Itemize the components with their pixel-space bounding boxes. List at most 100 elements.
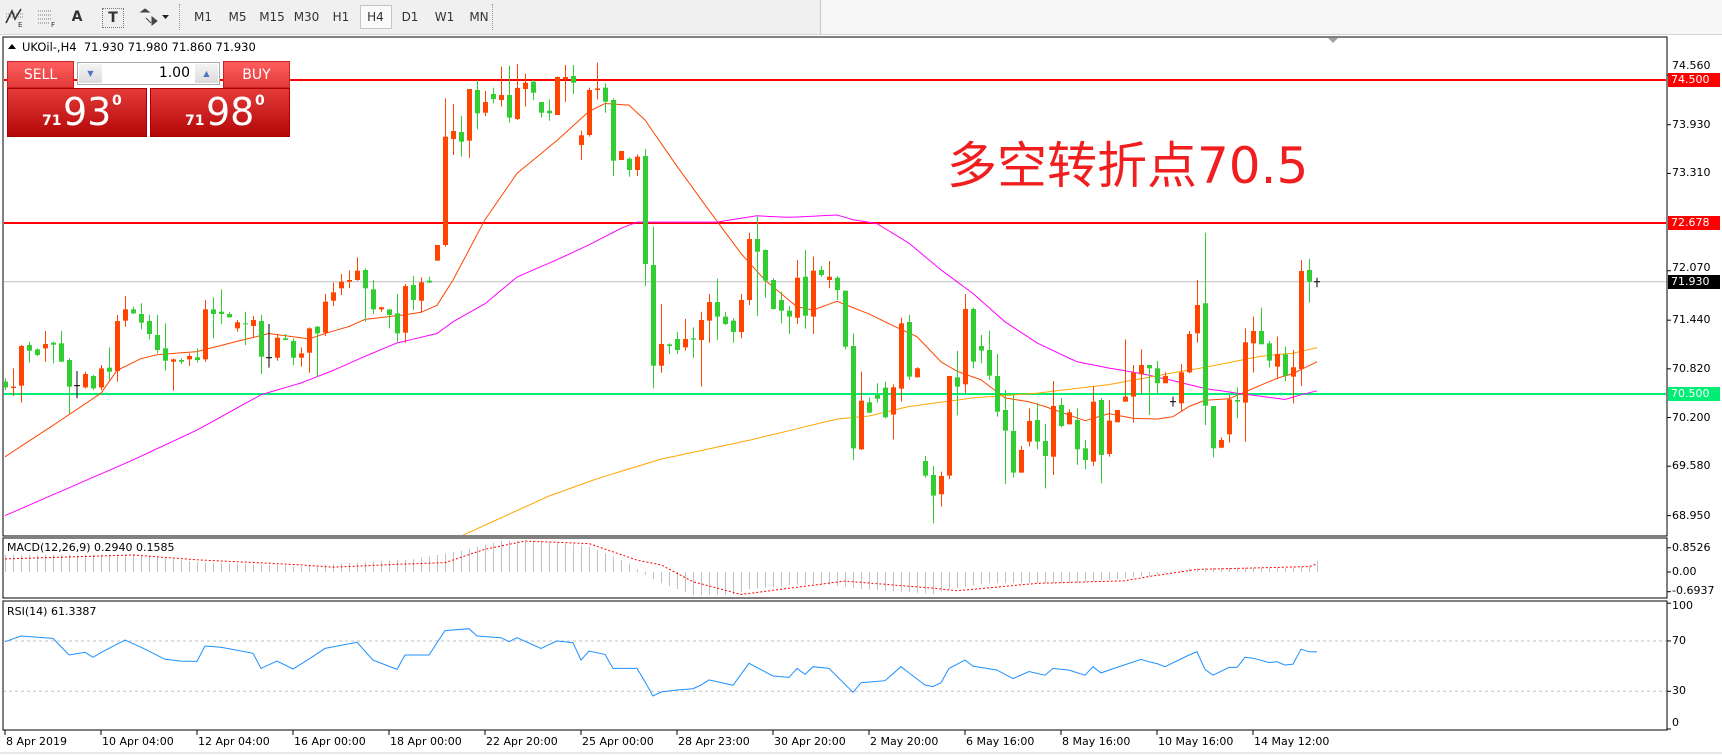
chevron-up-icon: ▲ (203, 69, 210, 78)
candle (1043, 423, 1048, 489)
lot-size-stepper[interactable]: ▼ 1.00 ▲ (77, 62, 220, 85)
candle (123, 296, 128, 327)
timeframe-d1-button[interactable]: D1 (401, 10, 419, 24)
candle-body (835, 277, 840, 291)
sell-price-main: 93 (63, 90, 112, 134)
candle-body (747, 239, 752, 301)
candle (1003, 389, 1008, 485)
text-label-icon[interactable]: T (102, 8, 124, 28)
timeframe-m15-button[interactable]: M15 (259, 10, 285, 24)
collapse-triangle-icon[interactable] (8, 44, 16, 49)
resistance-price-label: 74.500 (1668, 72, 1720, 87)
timeframe-m5-button[interactable]: M5 (228, 10, 247, 24)
buy-button[interactable]: BUY (223, 61, 290, 88)
sell-button[interactable]: SELL (7, 61, 74, 88)
candle-body (451, 130, 456, 140)
rsi-line (4, 628, 1318, 697)
timeframe-m30-button[interactable]: M30 (293, 10, 320, 24)
timeframe-h4-button[interactable]: H4 (359, 5, 392, 29)
candle (755, 216, 760, 317)
fibonacci-fan-icon[interactable]: F (36, 4, 58, 30)
sell-price-button[interactable]: 71 93 0 (7, 88, 147, 137)
candle (467, 89, 472, 158)
candle (803, 250, 808, 329)
candle (83, 371, 88, 389)
candle (987, 330, 992, 380)
chart-shift-marker[interactable] (1328, 38, 1338, 43)
price-axis-label: 70.820 (1672, 361, 1711, 375)
toolbar-separator (179, 4, 182, 30)
candle (1139, 349, 1144, 394)
candle-body (491, 94, 496, 100)
arrows-dropdown-icon[interactable] (138, 4, 172, 30)
candle (1187, 331, 1192, 374)
timeframe-h1-button[interactable]: H1 (332, 10, 350, 24)
candle-body (723, 316, 728, 325)
candle-body (1227, 399, 1232, 435)
candle (947, 375, 952, 480)
candle-body (59, 343, 64, 362)
candle-body (443, 136, 448, 245)
candle (1267, 340, 1272, 368)
candle-body (1131, 372, 1136, 397)
candle (595, 62, 600, 100)
candle-body (851, 346, 856, 449)
candle (227, 311, 232, 318)
candle (835, 275, 840, 301)
candle-body (1203, 303, 1208, 406)
price-axis-label: 69.580 (1672, 459, 1711, 473)
candle-body (779, 300, 784, 311)
candle-body (843, 290, 848, 347)
candle-body (587, 90, 592, 136)
candle (251, 316, 256, 338)
candle (475, 80, 480, 130)
rsi-axis-label: 100 (1672, 599, 1693, 612)
candle-body (683, 339, 688, 348)
lot-decrease-button[interactable]: ▼ (79, 64, 102, 83)
candle (555, 76, 560, 115)
candle-body (787, 310, 792, 317)
candle-body (123, 309, 128, 321)
candle-body (27, 344, 32, 351)
candle (587, 87, 592, 137)
candle (1219, 437, 1224, 449)
sell-price-sup: 0 (112, 93, 122, 109)
candle-body (755, 239, 760, 252)
candle-body (1219, 439, 1224, 448)
candle (1067, 409, 1072, 425)
candle (355, 257, 360, 281)
candle-body (1251, 331, 1256, 344)
candle (266, 324, 272, 368)
lot-increase-button[interactable]: ▲ (195, 64, 218, 83)
candle-body (1243, 342, 1248, 403)
time-axis-label: 22 Apr 20:00 (486, 735, 558, 748)
candle (219, 289, 224, 325)
candle (259, 315, 264, 375)
candle (1227, 394, 1232, 443)
chart-annotation-text[interactable]: 多空转折点70.5 (947, 137, 1309, 195)
candle (723, 311, 728, 326)
candle-body (51, 342, 56, 345)
candle-body (419, 282, 424, 301)
timeframe-w1-button[interactable]: W1 (434, 10, 455, 24)
candle-body (883, 387, 888, 418)
buy-price-button[interactable]: 71 98 0 (150, 88, 290, 137)
candle-body (707, 302, 712, 321)
candle-body (859, 400, 864, 450)
lot-size-input[interactable]: 1.00 (158, 65, 190, 81)
candle (4, 378, 8, 391)
timeframe-m1-button[interactable]: M1 (194, 10, 212, 24)
elliott-wave-icon[interactable]: E (2, 4, 28, 30)
candle (627, 157, 632, 177)
candle (659, 304, 664, 373)
candle (1099, 398, 1104, 484)
candle (739, 294, 744, 339)
text-icon[interactable]: A (71, 9, 83, 25)
candle (891, 384, 896, 440)
macd-axis-label: 0.8526 (1672, 540, 1711, 554)
candle-body (1275, 353, 1280, 367)
timeframe-mn-button[interactable]: MN (469, 10, 489, 24)
candle (315, 325, 320, 377)
candle (435, 244, 440, 261)
candle (611, 98, 616, 176)
